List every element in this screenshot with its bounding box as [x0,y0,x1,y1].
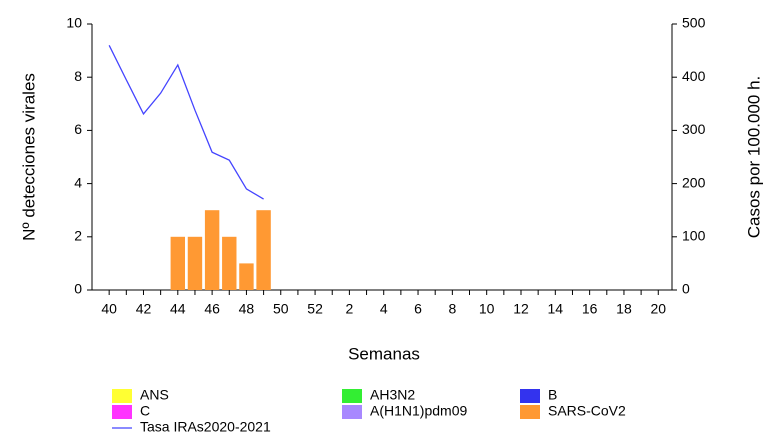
y2-axis-title: Casos por 100.000 h. [744,76,763,239]
legend-swatch [342,405,362,419]
line [108,44,264,200]
bar [239,263,254,290]
x-tick-label: 42 [136,301,152,317]
x-tick-label: 8 [448,301,456,317]
y2-tick-label: 400 [682,68,706,84]
x-tick-label: 18 [616,301,632,317]
x-tick-label: 16 [582,301,598,317]
x-tick-label: 2 [345,301,353,317]
bar [187,236,203,290]
x-tick-label: 14 [548,301,564,317]
y-tick-label: 10 [66,15,82,31]
y-tick-label: 2 [74,228,82,244]
legend-label: A(H1N1)pdm09 [370,403,467,419]
legend-label: C [140,403,150,419]
y2-tick-label: 100 [682,228,706,244]
y-tick-label: 8 [74,68,82,84]
legend-swatch [520,405,540,419]
bar [204,210,220,290]
y2-tick-label: 300 [682,121,706,137]
y-tick-label: 0 [74,281,82,297]
bar [256,210,271,290]
x-tick-label: 10 [479,301,495,317]
x-tick-label: 50 [273,301,289,317]
legend-label: B [548,387,557,403]
legend-label: ANS [140,387,169,403]
y2-tick-label: 200 [682,174,706,190]
legend-label: AH3N2 [370,387,415,403]
x-tick-label: 40 [101,301,117,317]
x-tick-label: 6 [414,301,422,317]
y2-tick-label: 500 [682,15,706,31]
legend-swatch [342,389,362,403]
x-axis-title: Semanas [348,344,420,363]
y-axis-title: Nº detecciones virales [19,73,38,241]
x-tick-label: 44 [170,301,186,317]
x-tick-label: 48 [239,301,255,317]
x-tick-label: 4 [380,301,388,317]
legend-swatch [112,389,132,403]
x-tick-label: 20 [650,301,666,317]
x-tick-label: 52 [307,301,323,317]
x-tick-label: 12 [513,301,529,317]
legend-swatch [112,405,132,419]
legend-label: SARS-CoV2 [548,403,626,419]
x-tick-label: 46 [204,301,220,317]
legend-swatch [520,389,540,403]
bar [222,236,237,290]
y-tick-label: 4 [74,174,82,190]
y2-tick-label: 0 [682,281,690,297]
y-tick-label: 6 [74,121,82,137]
legend-label: Tasa IRAs2020-2021 [140,419,271,435]
bar [170,236,186,290]
